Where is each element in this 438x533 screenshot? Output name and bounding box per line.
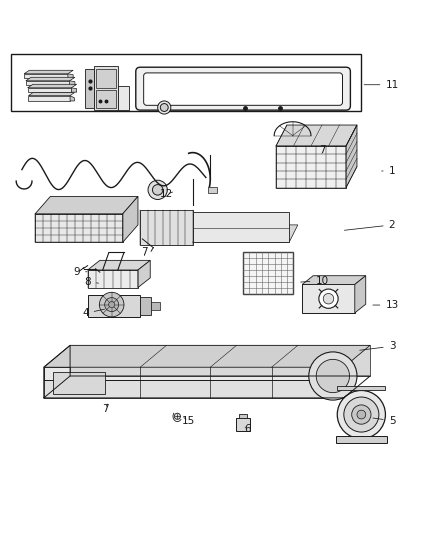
Polygon shape (140, 297, 151, 314)
Circle shape (109, 302, 115, 308)
Polygon shape (337, 386, 385, 391)
Text: 8: 8 (84, 277, 99, 287)
Polygon shape (24, 74, 68, 78)
Text: 7: 7 (141, 247, 148, 257)
Polygon shape (44, 367, 344, 381)
Polygon shape (88, 270, 138, 287)
Polygon shape (138, 260, 150, 287)
Polygon shape (346, 125, 357, 188)
Circle shape (105, 297, 119, 312)
Polygon shape (94, 66, 118, 110)
Circle shape (319, 289, 338, 308)
Text: 9: 9 (73, 266, 87, 277)
Polygon shape (88, 295, 140, 317)
Circle shape (160, 103, 168, 111)
Polygon shape (70, 345, 370, 376)
Polygon shape (355, 276, 366, 313)
Polygon shape (96, 69, 116, 88)
Polygon shape (71, 88, 77, 92)
Circle shape (337, 391, 385, 439)
Polygon shape (193, 212, 289, 243)
Polygon shape (96, 90, 116, 108)
Polygon shape (208, 187, 217, 193)
Circle shape (148, 180, 167, 199)
Polygon shape (53, 372, 105, 393)
Circle shape (158, 101, 171, 114)
Polygon shape (35, 214, 123, 243)
Circle shape (316, 359, 350, 393)
Bar (11, 54, 361, 111)
Text: 11: 11 (364, 80, 399, 90)
Text: 7: 7 (318, 146, 325, 156)
Polygon shape (68, 74, 73, 78)
Bar (336, 436, 387, 443)
Polygon shape (28, 96, 70, 101)
Text: 2: 2 (344, 220, 396, 230)
Circle shape (99, 292, 124, 317)
Polygon shape (70, 81, 75, 85)
Text: 12: 12 (160, 189, 173, 199)
Polygon shape (26, 81, 70, 85)
Polygon shape (123, 197, 138, 243)
Polygon shape (239, 414, 247, 418)
Polygon shape (140, 211, 193, 245)
Polygon shape (193, 225, 298, 243)
Polygon shape (24, 70, 73, 74)
Polygon shape (118, 86, 129, 110)
Polygon shape (243, 252, 293, 294)
Circle shape (357, 410, 366, 419)
Polygon shape (26, 77, 75, 81)
Polygon shape (28, 93, 74, 96)
FancyBboxPatch shape (136, 67, 350, 110)
Text: 6: 6 (244, 424, 251, 434)
Circle shape (323, 294, 334, 304)
Text: 15: 15 (182, 416, 195, 426)
Text: 5: 5 (373, 416, 396, 426)
Circle shape (152, 184, 163, 195)
Polygon shape (236, 418, 250, 431)
Polygon shape (70, 96, 74, 101)
Circle shape (352, 405, 371, 424)
Polygon shape (302, 276, 366, 285)
Text: 4: 4 (82, 309, 105, 318)
Bar (243, 252, 293, 294)
Text: 3: 3 (360, 341, 396, 351)
Polygon shape (44, 345, 370, 367)
Polygon shape (28, 84, 77, 88)
Circle shape (344, 397, 379, 432)
Polygon shape (151, 302, 160, 310)
Polygon shape (276, 146, 346, 188)
Text: 7: 7 (102, 404, 109, 414)
Polygon shape (28, 88, 71, 92)
Circle shape (309, 352, 357, 400)
Circle shape (174, 413, 180, 419)
Polygon shape (35, 197, 138, 214)
Text: 1: 1 (381, 166, 396, 176)
Polygon shape (44, 381, 344, 398)
Text: 10: 10 (300, 276, 328, 286)
Text: 13: 13 (373, 300, 399, 310)
Polygon shape (85, 69, 94, 108)
Polygon shape (88, 260, 150, 270)
Polygon shape (276, 125, 357, 146)
Polygon shape (302, 285, 355, 313)
FancyBboxPatch shape (144, 73, 343, 106)
